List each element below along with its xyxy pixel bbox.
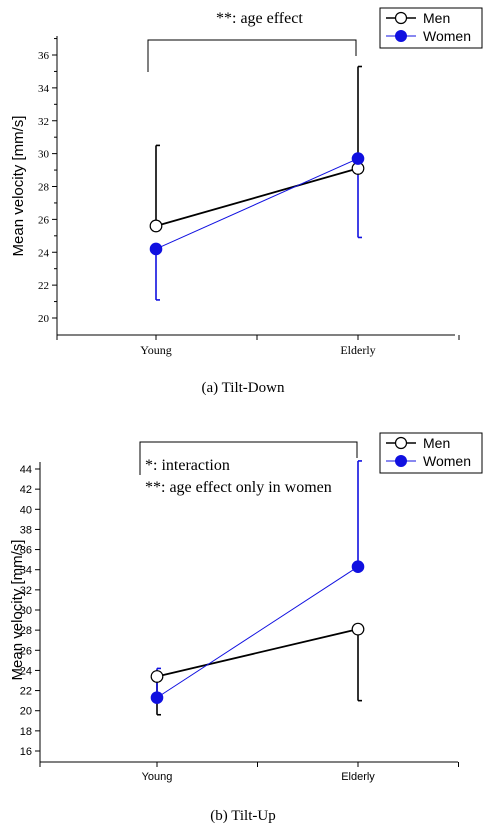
caption-tilt-down: (a) Tilt-Down: [202, 380, 285, 396]
y-tick-label: 30: [20, 605, 32, 617]
plot-area: [149, 65, 365, 301]
point-men: [351, 622, 365, 636]
series-men-line: [155, 167, 359, 227]
panel-tilt-down: **: age effect Men Women 20 22 24 26 28 30 32 3…: [10, 7, 483, 396]
x-ticks: Young Elderly: [56, 335, 460, 357]
annotation-age-effect-women: **: age effect only in women: [145, 479, 332, 496]
legend-women-marker: [395, 30, 407, 42]
legend-men-marker: [394, 11, 408, 25]
y-tick-label: 20: [20, 706, 32, 718]
y-tick-label: 26: [38, 214, 50, 226]
legend-women-label: Women: [423, 453, 471, 469]
x-tick-label: Young: [140, 343, 171, 357]
x-ticks: Young Elderly: [39, 762, 459, 783]
point-women: [351, 560, 365, 573]
y-tick-label: 24: [38, 247, 50, 259]
y-tick-label: 28: [20, 625, 32, 637]
y-tick-label: 18: [20, 726, 32, 738]
y-tick-label: 36: [38, 50, 50, 62]
legend-men-label: Men: [423, 435, 450, 451]
significance-bracket: [139, 441, 358, 475]
point-men: [150, 670, 164, 683]
x-tick-label: Elderly: [341, 771, 375, 783]
legend: Men Women: [379, 432, 483, 474]
panel-tilt-up: *: interaction **: age effect only in wo…: [9, 432, 483, 824]
point-women: [149, 242, 163, 256]
y-tick-label: 22: [20, 686, 32, 698]
y-tick-label: 44: [20, 464, 32, 476]
y-tick-label: 34: [20, 565, 32, 577]
y-ticks: 20 22 24 26 28 30 32 34 36: [38, 38, 57, 325]
y-tick-label: 38: [20, 524, 32, 536]
legend: Men Women: [379, 7, 483, 49]
y-tick-label: 42: [20, 484, 32, 496]
y-tick-label: 32: [38, 116, 49, 128]
y-tick-label: 40: [20, 504, 32, 516]
annotation-interaction: *: interaction: [145, 457, 230, 474]
y-axis-label: Mean velocity [mm/s]: [10, 116, 27, 257]
plot-area: [150, 460, 365, 716]
series-women-line: [156, 566, 359, 699]
legend-women-marker: [395, 455, 407, 467]
y-tick-label: 32: [20, 585, 32, 597]
y-tick-label: 26: [20, 645, 32, 657]
y-tick-label: 28: [38, 182, 50, 194]
y-tick-label: 16: [20, 746, 32, 758]
legend-men-label: Men: [423, 10, 450, 26]
x-tick-label: Elderly: [340, 343, 375, 357]
point-women: [351, 152, 365, 165]
y-tick-label: 36: [20, 545, 32, 557]
series-women-line: [155, 158, 359, 250]
annotation-age-effect: **: age effect: [216, 10, 303, 27]
y-axis-label: Mean velocity [mm/s]: [9, 540, 26, 681]
y-tick-label: 22: [38, 280, 49, 292]
y-ticks: 16 18 20 22 24 26 28 30 32 34 36 38 40 42 44: [20, 464, 40, 758]
legend-men-marker: [394, 436, 408, 450]
y-tick-label: 34: [38, 83, 50, 95]
x-tick-label: Young: [142, 771, 173, 783]
y-tick-label: 30: [38, 149, 50, 161]
y-tick-label: 24: [20, 665, 32, 677]
caption-tilt-up: (b) Tilt-Up: [210, 808, 275, 824]
significance-bracket: [147, 39, 357, 72]
series-men-line: [156, 628, 359, 678]
point-men: [149, 219, 163, 233]
y-tick-label: 20: [38, 313, 50, 325]
legend-women-label: Women: [423, 28, 471, 44]
point-women: [150, 691, 164, 704]
